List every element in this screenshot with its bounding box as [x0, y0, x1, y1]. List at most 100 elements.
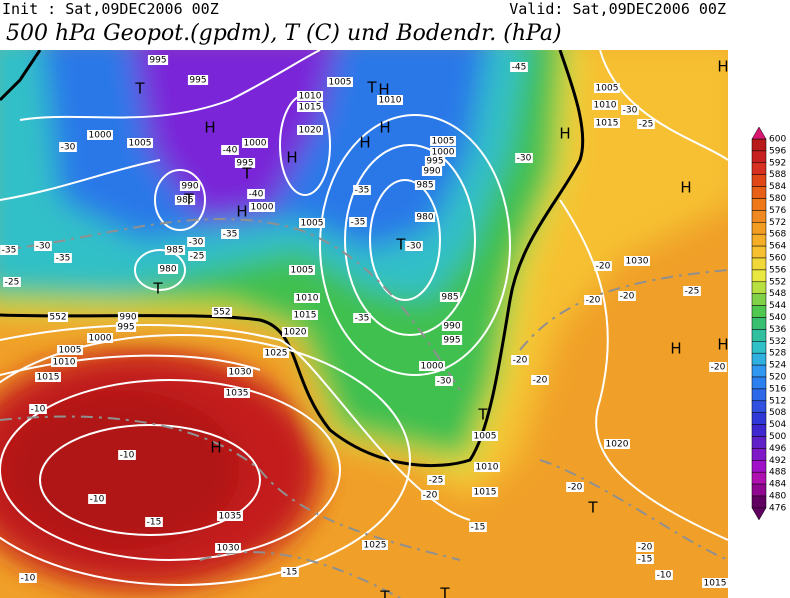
pressure-label-box	[430, 136, 456, 146]
pressure-label: 1020	[284, 328, 307, 338]
pressure-center: H	[717, 336, 728, 354]
temperature-label-box	[511, 355, 529, 365]
pressure-label-box	[147, 55, 169, 65]
pressure-label-box	[424, 156, 446, 166]
pressure-label-box	[187, 75, 209, 85]
legend-label: 540	[769, 313, 786, 323]
pressure-label: 990	[119, 313, 136, 323]
temperature-label-box	[584, 295, 602, 305]
init-time: Init : Sat,09DEC2006 00Z	[2, 0, 219, 18]
pressure-label-box	[414, 180, 436, 190]
temperature-label-box	[19, 573, 37, 583]
temperature-label: -10	[31, 405, 46, 415]
legend-swatch	[751, 412, 767, 425]
pressure-label: 995	[236, 159, 253, 169]
legend-label: 552	[769, 277, 786, 287]
legend-label: 568	[769, 230, 786, 240]
legend-swatch	[751, 150, 767, 164]
legend-label: 492	[769, 456, 786, 466]
temperature-label: 552	[49, 313, 66, 323]
isotherms	[0, 218, 728, 598]
pressure-label-box	[174, 195, 196, 205]
legend-swatch	[751, 186, 767, 199]
pressure-center: T	[477, 406, 488, 424]
temperature-label-box	[621, 105, 639, 115]
pressure-label: 1030	[217, 544, 240, 554]
pressure-label: 1000	[89, 334, 112, 344]
temperature-label: -40	[223, 146, 238, 156]
legend-label: 480	[769, 492, 786, 502]
temperature-label: -15	[638, 555, 653, 565]
legend-label: 584	[769, 182, 786, 192]
temperature-label-box	[353, 313, 371, 323]
pressure-center: H	[286, 149, 297, 167]
pressure-label-box	[179, 181, 201, 191]
legend-label: 496	[769, 444, 786, 454]
temperature-label: -35	[355, 314, 370, 324]
pressure-label: 1025	[364, 541, 387, 551]
pressure-label: 1015	[294, 311, 317, 321]
temperature-label-box	[683, 286, 701, 296]
legend-swatch	[751, 364, 767, 378]
pressure-label-box	[289, 265, 315, 275]
pressure-label: 1000	[421, 362, 444, 372]
pressure-label-box	[327, 77, 353, 87]
pressure-label-box	[234, 158, 256, 168]
pressure-center: H	[210, 439, 221, 457]
legend-swatch	[751, 329, 767, 342]
pressure-label: 1030	[626, 257, 649, 267]
temperature-label-box	[353, 185, 371, 195]
legend-swatch	[751, 245, 767, 259]
legend-swatch	[751, 483, 767, 497]
pressure-label-box	[441, 335, 463, 345]
pressure-center: T	[152, 280, 163, 298]
pressure-label: 1010	[476, 463, 499, 473]
temperature-label-box	[709, 362, 727, 372]
temperature-label-box	[421, 490, 439, 500]
pressure-label: 1030	[229, 368, 252, 378]
temperature-label-box	[34, 241, 52, 251]
pressure-center: T	[379, 588, 390, 598]
pressure-label: 1015	[704, 579, 727, 589]
pressure-label: 1010	[296, 294, 319, 304]
valid-time: Valid: Sat,09DEC2006 00Z	[509, 0, 726, 18]
pressure-center: H	[670, 340, 681, 358]
temperature-label: -15	[283, 568, 298, 578]
pressure-label-box	[362, 540, 388, 550]
temperature-label: -20	[586, 296, 601, 306]
temperature-label: -10	[90, 495, 105, 505]
legend-label: 528	[769, 349, 786, 359]
temperature-label-box	[566, 482, 584, 492]
pressure-label-box	[419, 361, 445, 371]
pressure-label-box	[297, 91, 323, 101]
pressure-center: H	[378, 81, 389, 99]
pressure-label: 1010	[379, 96, 402, 106]
legend-label: 516	[769, 384, 786, 394]
temperature-label-box	[188, 251, 206, 261]
pressure-label-box	[164, 245, 186, 255]
legend-swatch	[751, 210, 767, 223]
temperature-label: -20	[596, 262, 611, 272]
pressure-center: H	[680, 179, 691, 197]
legend-label: 504	[769, 420, 786, 430]
temperature-label-box	[469, 522, 487, 532]
pressure-label: 985	[441, 293, 458, 303]
pressure-label-box	[297, 125, 323, 135]
pressure-label: 1005	[291, 266, 314, 276]
legend-swatch	[751, 376, 767, 390]
pressure-label-box	[117, 312, 139, 322]
legend-label: 500	[769, 432, 786, 442]
temperature-label-box	[515, 153, 533, 163]
temperature-label-box	[594, 261, 612, 271]
temperature-label-box	[618, 291, 636, 301]
temperature-label: -30	[517, 154, 532, 164]
temperature-label: -35	[223, 230, 238, 240]
pressure-center: H	[717, 58, 728, 76]
legend-label: 520	[769, 373, 786, 383]
pressure-label-box	[472, 431, 498, 441]
pressure-label-box	[263, 348, 289, 358]
pressure-center: T	[183, 191, 194, 209]
temperature-label-box	[405, 241, 423, 251]
pressure-label-box	[702, 578, 728, 588]
